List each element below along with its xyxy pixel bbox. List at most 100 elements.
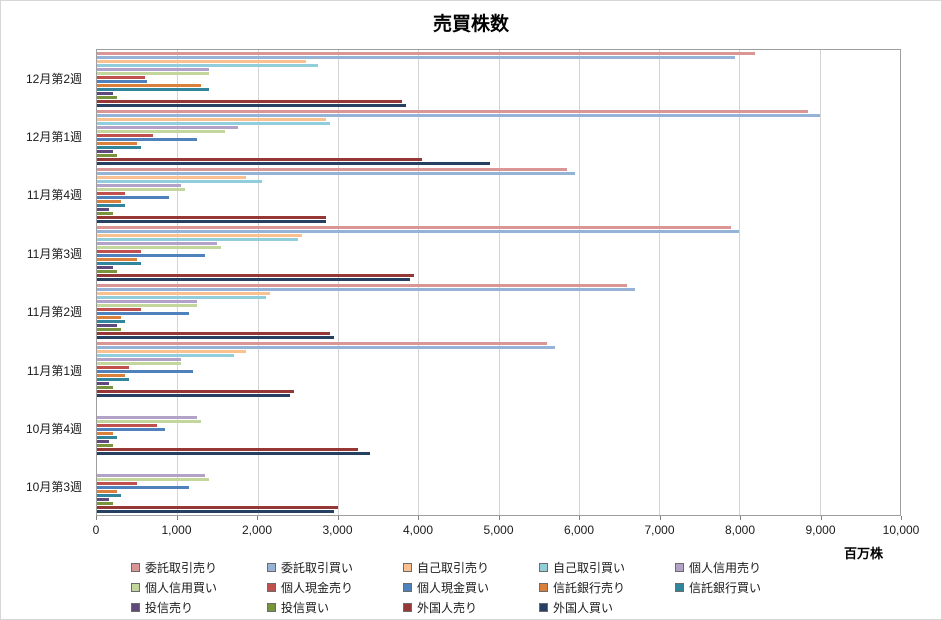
x-tick-label: 3,000 — [322, 523, 353, 537]
bar — [97, 432, 114, 436]
bar — [97, 63, 318, 67]
bar — [97, 125, 238, 129]
y-axis-label: 11月第4週 — [26, 188, 82, 203]
bar — [97, 382, 110, 386]
legend-label: 外国人買い — [553, 601, 614, 615]
bar — [97, 83, 202, 87]
bar — [97, 59, 306, 63]
y-axis-label: 12月第2週 — [25, 71, 82, 86]
bar — [97, 211, 114, 215]
bar-group — [97, 224, 900, 282]
bar — [97, 502, 114, 506]
bar — [97, 478, 210, 482]
bar — [97, 95, 118, 99]
bar — [97, 288, 635, 292]
legend-label: 投信売り — [145, 601, 194, 615]
legend-item: 個人現金売り — [267, 579, 403, 596]
legend-label: 信託銀行売り — [553, 581, 626, 595]
x-tick-mark — [257, 516, 258, 520]
bar — [97, 416, 198, 420]
bar — [97, 141, 138, 145]
bar — [97, 225, 732, 229]
x-tick-mark — [176, 516, 178, 520]
bar — [97, 87, 210, 91]
y-axis-labels: 12月第2週 12月第1週 11月第4週 11月第3週 11月第2週 11月第1週 10月第… — [1, 49, 89, 516]
bar-group — [97, 108, 900, 166]
x-tick-label: 5,000 — [483, 523, 514, 537]
legend-swatch — [267, 563, 276, 572]
bar — [97, 284, 627, 288]
x-tick-mark — [901, 516, 902, 520]
bar — [97, 366, 130, 370]
bar — [97, 452, 371, 456]
legend-item: 信託銀行買い — [675, 579, 811, 596]
x-tick-label: 4,000 — [402, 523, 434, 537]
bar — [97, 261, 142, 265]
legend-swatch — [131, 603, 140, 612]
bar — [97, 109, 808, 113]
legend-swatch — [267, 603, 276, 612]
bar — [97, 358, 182, 362]
legend-item: 投信売り — [131, 599, 267, 616]
bar — [97, 490, 118, 494]
bar — [97, 91, 114, 95]
bar — [97, 187, 186, 191]
bar — [97, 117, 326, 121]
bar — [97, 269, 118, 273]
legend-label: 個人信用売り — [689, 561, 762, 575]
bar — [97, 167, 567, 171]
bar — [97, 498, 110, 502]
bar — [97, 233, 302, 237]
x-tick-label: 1,000 — [161, 523, 192, 537]
x-tick-label: 10,000 — [882, 523, 920, 537]
bar — [97, 149, 114, 153]
bar — [97, 332, 330, 336]
bar — [97, 133, 154, 137]
legend-label: 自己取引売り — [417, 561, 490, 575]
bar — [97, 444, 114, 448]
bar — [97, 179, 262, 183]
x-tick-mark — [498, 516, 500, 520]
bar — [97, 494, 122, 498]
x-tick-mark — [337, 516, 339, 520]
bar — [97, 71, 210, 75]
x-tick-label: 9,000 — [805, 523, 836, 537]
bar — [97, 99, 403, 103]
bar — [97, 308, 142, 312]
bar-groups — [97, 50, 900, 515]
bar-group — [97, 166, 900, 224]
bar — [97, 191, 126, 195]
chart-title: 売買株数 — [432, 14, 509, 35]
legend-item: 信託銀行売り — [539, 579, 675, 596]
x-tick-label: 2,000 — [241, 523, 273, 537]
bar — [97, 354, 234, 358]
bar-group — [97, 399, 900, 457]
x-tick-label: 7,000 — [644, 523, 675, 537]
legend-swatch — [131, 583, 140, 592]
bar — [97, 428, 166, 432]
bar — [97, 237, 298, 241]
bar — [97, 448, 358, 452]
gridline — [257, 50, 259, 515]
bar — [97, 420, 202, 424]
bar — [97, 292, 270, 296]
bar — [97, 249, 142, 253]
legend-label: 自己取引買い — [553, 561, 626, 575]
bar — [97, 440, 110, 444]
bar-group — [97, 283, 900, 341]
gridline — [819, 50, 821, 515]
bar — [97, 129, 226, 133]
bar — [97, 103, 407, 107]
y-axis-label: 10月第4週 — [25, 421, 82, 436]
bar — [97, 300, 198, 304]
bar — [97, 390, 294, 394]
bar — [97, 342, 547, 346]
bar — [97, 350, 246, 354]
bar — [97, 241, 218, 245]
bar — [97, 374, 126, 378]
gridline — [498, 50, 500, 515]
x-tick-label: 8,000 — [724, 523, 756, 537]
legend-item: 自己取引買い — [539, 559, 675, 576]
bar — [97, 171, 575, 175]
legend-swatch — [403, 563, 412, 572]
